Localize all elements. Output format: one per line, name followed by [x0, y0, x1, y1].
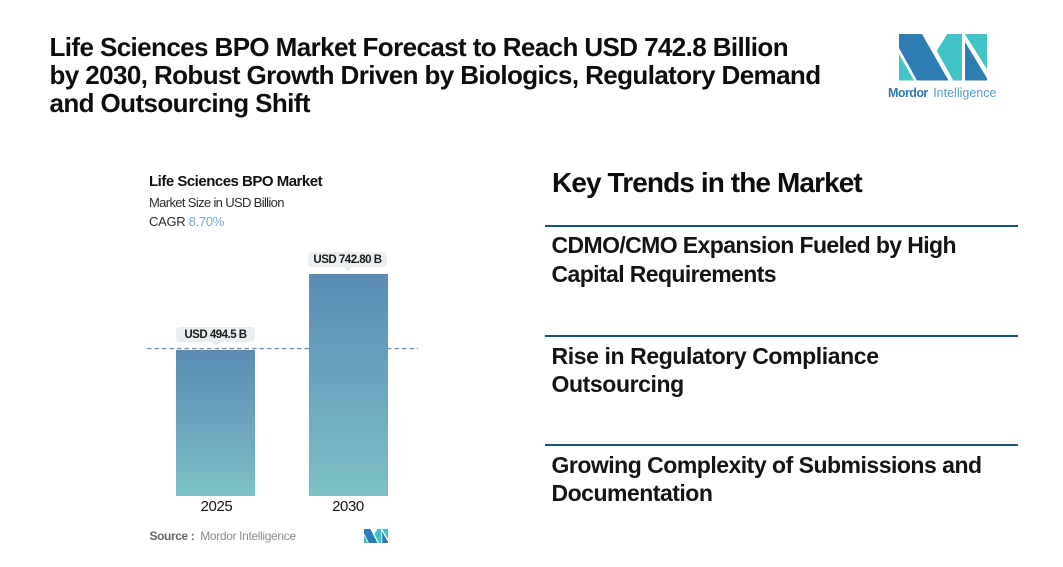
svg-text:Intelligence: Intelligence	[933, 86, 996, 100]
svg-text:Mordor: Mordor	[888, 86, 928, 100]
